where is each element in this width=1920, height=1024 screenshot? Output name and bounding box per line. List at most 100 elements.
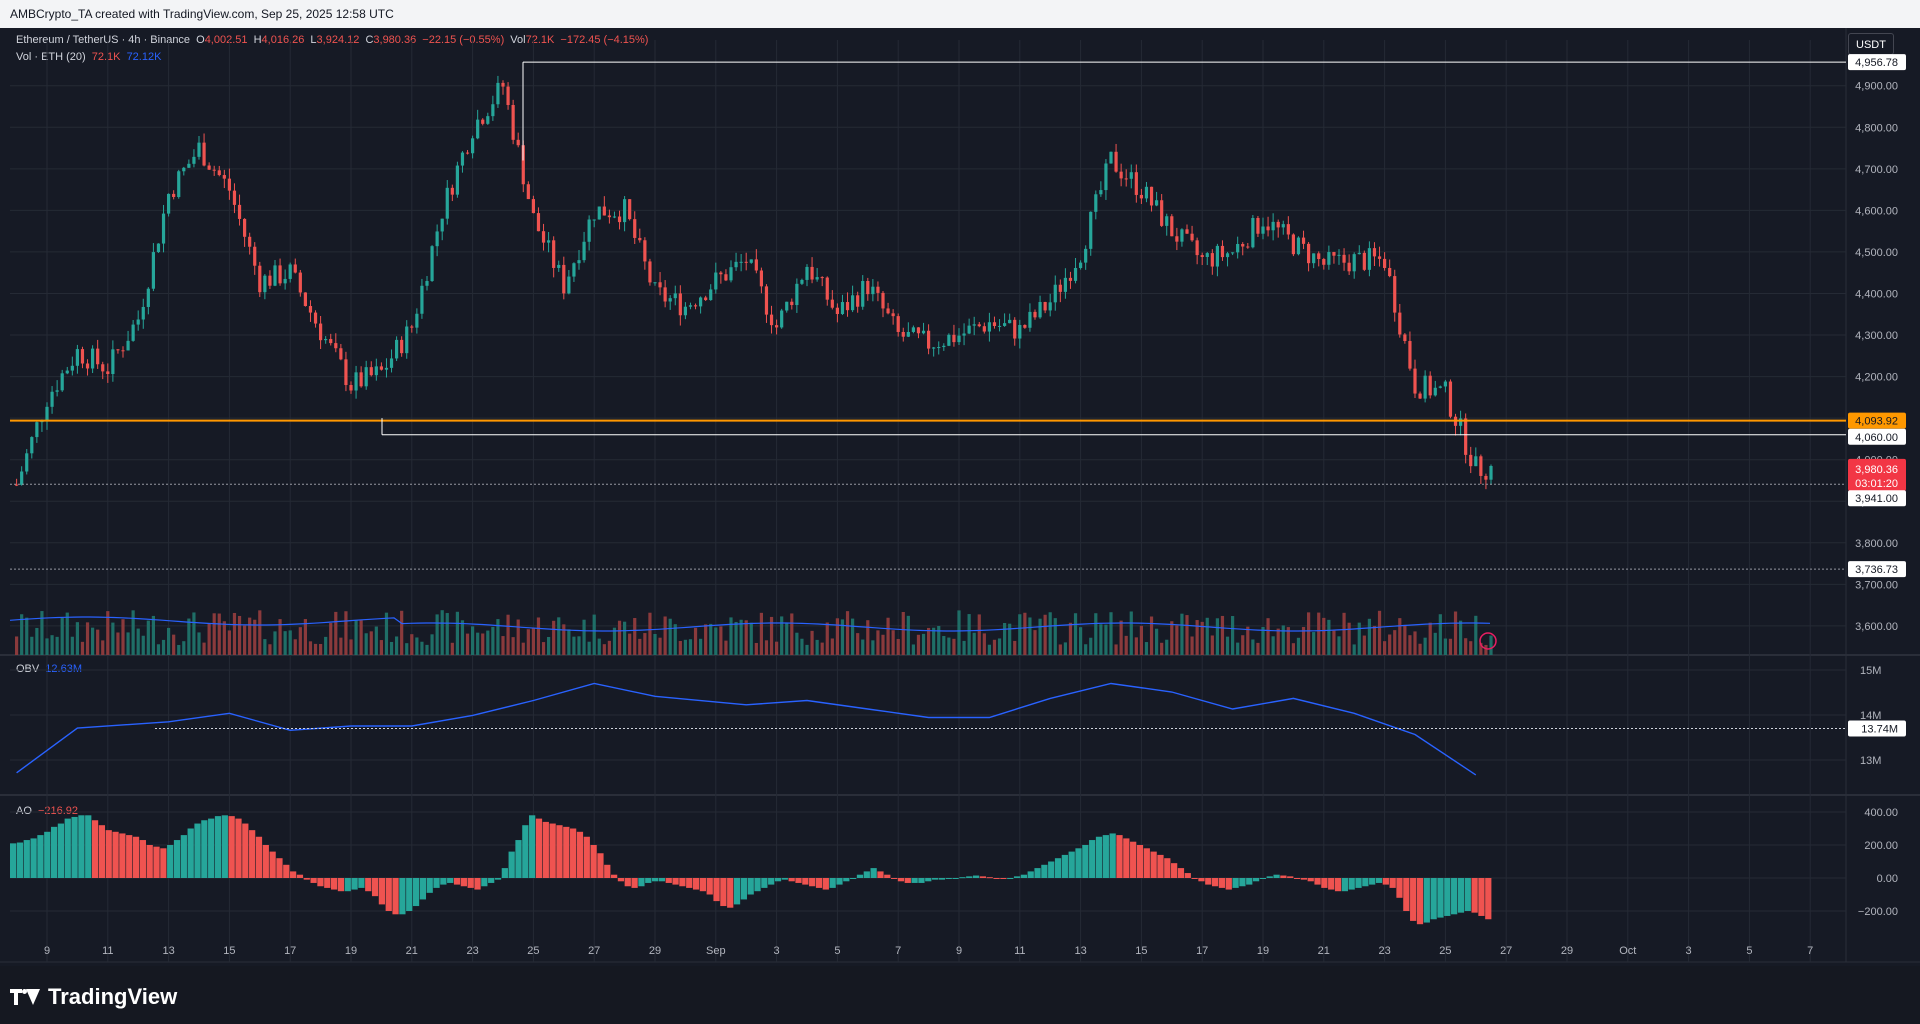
ao-label[interactable]: AO (16, 805, 32, 817)
candle-body (1352, 254, 1356, 272)
candle-body (197, 142, 201, 157)
volume-bar (901, 611, 905, 655)
candle-body (1013, 319, 1017, 339)
ao-bar (802, 878, 809, 885)
volume-indicator-value: 72.1K (91, 51, 121, 63)
volume-bar (623, 621, 627, 655)
candle-body (1322, 259, 1326, 265)
candle-body (1084, 248, 1088, 263)
time-tick-label: 11 (1014, 945, 1025, 957)
ao-bar (631, 878, 638, 888)
candle-body (623, 199, 627, 223)
ao-bar (173, 840, 181, 878)
ao-bar (255, 836, 263, 878)
volume-ma-line (9, 616, 1491, 632)
candle-body (476, 119, 480, 139)
volume-bar (851, 618, 855, 655)
volume-bar (430, 634, 434, 655)
candle-body (764, 286, 769, 315)
candle-body (450, 187, 454, 195)
candle-body (552, 240, 556, 268)
time-tick-label: 9 (44, 945, 50, 957)
candle-body (744, 261, 748, 263)
ao-bar (57, 823, 65, 878)
volume-bar (248, 617, 252, 655)
volume-bar (1479, 642, 1483, 655)
candle-body (1332, 252, 1336, 256)
close-value: 3,980.36 (373, 34, 417, 46)
time-tick-label: 3 (1686, 945, 1692, 957)
volume-bar (308, 641, 313, 655)
volume-bar (1388, 634, 1392, 655)
ao-bar (1171, 863, 1178, 878)
ao-bar (44, 831, 51, 878)
candle-body (1347, 262, 1351, 272)
ao-bar (1287, 876, 1294, 878)
volume-bar (384, 612, 389, 655)
symbol-name[interactable]: Ethereum / TetherUS · 4h · Binance (16, 34, 191, 46)
low-label: L (310, 34, 317, 46)
volume-bar (982, 633, 986, 655)
volume-bar (1312, 632, 1316, 655)
candle-body (739, 261, 743, 263)
ao-bar (433, 878, 440, 888)
volume-bar (1413, 631, 1417, 655)
time-tick-label: 21 (406, 945, 418, 957)
candle-body (587, 219, 591, 242)
volume-bar (1175, 625, 1179, 655)
volume-bar (1003, 623, 1007, 655)
tradingview-logo[interactable]: TradingView (10, 984, 177, 1010)
candle-body (1109, 151, 1113, 164)
ao-bar (30, 838, 37, 878)
ao-bar (822, 878, 829, 890)
candle-body (638, 237, 642, 241)
volume-bar (263, 639, 267, 655)
volume-bar (876, 630, 880, 655)
volume-bar (1048, 612, 1052, 655)
volume-bar (815, 639, 819, 655)
ao-bar (617, 878, 625, 882)
time-tick-label: 7 (1807, 945, 1813, 957)
candle-body (136, 319, 140, 325)
ao-bar (501, 868, 508, 878)
volume-bar (324, 636, 328, 655)
volume-bar (1276, 628, 1280, 655)
ao-bar (747, 878, 754, 895)
volume-bar (273, 631, 277, 655)
candle-body (1068, 277, 1073, 281)
candle-body (15, 484, 19, 486)
time-tick-label: 19 (345, 945, 357, 957)
candle-body (1307, 243, 1311, 264)
candle-body (1266, 226, 1270, 231)
volume-bar (1155, 628, 1159, 655)
volume-bar (476, 632, 480, 655)
volume-bar (278, 619, 282, 655)
volume-indicator-label[interactable]: Vol · ETH (20) (16, 51, 86, 63)
ao-bar (1143, 848, 1150, 878)
volume-bar (547, 636, 551, 655)
volume-bar (1428, 622, 1432, 655)
time-tick-label: 27 (1500, 945, 1512, 957)
obv-label[interactable]: OBV (16, 663, 40, 675)
candle-body (354, 372, 358, 391)
volume-bar (1094, 613, 1098, 655)
countdown-label: 03:01:20 (1855, 478, 1898, 490)
volume-bar (1322, 617, 1326, 655)
candle-body (815, 277, 819, 280)
volume-ma-value: 72.12K (126, 51, 162, 63)
candle-body (780, 310, 784, 328)
chart-attribution: AMBCrypto_TA created with TradingView.co… (0, 0, 1920, 28)
volume-bar (628, 633, 632, 655)
volume-bar (410, 634, 414, 655)
candle-body (313, 312, 318, 324)
high-price-label-bg (1848, 54, 1906, 71)
time-tick-label: 17 (1196, 945, 1208, 957)
candle-body (182, 167, 186, 172)
candle-body (30, 437, 34, 454)
open-value: 4,002.51 (204, 34, 248, 46)
volume-bar (303, 619, 307, 655)
price-chart[interactable]: 9 11 13 15 17 19 21 23 25 27 29 Sep 3 5 7 9 11 13 15 17 19 21… (0, 28, 1920, 966)
candle-body (1175, 236, 1179, 242)
volume-bar (1109, 612, 1113, 655)
candle-body (845, 302, 850, 311)
